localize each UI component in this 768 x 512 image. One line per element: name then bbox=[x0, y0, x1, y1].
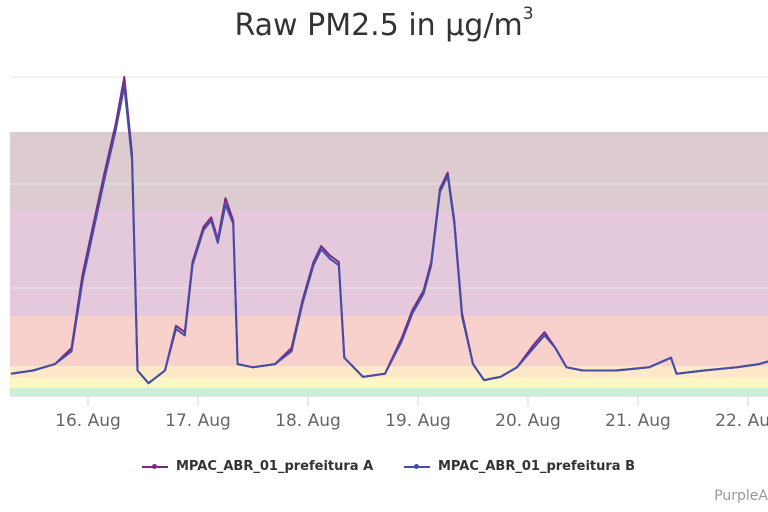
legend-label-b: MPAC_ABR_01_prefeitura B bbox=[438, 459, 635, 474]
x-axis: 16. Aug 17. Aug 18. Aug 19. Aug 20. Aug 21. A… bbox=[10, 395, 768, 431]
x-tick-label-1: 17. Aug bbox=[165, 411, 231, 431]
series-line-1[interactable] bbox=[10, 85, 768, 385]
x-tick-label-6: 22. Aug bbox=[715, 411, 768, 431]
legend: MPAC_ABR_01_prefeitura A MPAC_ABR_01_pre… bbox=[0, 459, 768, 479]
x-tick-label-5: 21. Aug bbox=[605, 411, 671, 431]
aqi-band-4 bbox=[10, 210, 768, 316]
chart-title-superscript: 3 bbox=[522, 4, 534, 24]
chart-title-text: Raw PM2.5 in μg/m bbox=[234, 8, 523, 43]
legend-label-a: MPAC_ABR_01_prefeitura A bbox=[176, 459, 374, 474]
aqi-band-5 bbox=[10, 132, 768, 210]
legend-swatch-b-icon bbox=[404, 463, 430, 469]
x-tick-label-0: 16. Aug bbox=[55, 411, 121, 431]
x-tick-label-2: 18. Aug bbox=[275, 411, 341, 431]
x-tick-label-3: 19. Aug bbox=[385, 411, 451, 431]
series-lines bbox=[10, 76, 768, 385]
aqi-band-0 bbox=[10, 388, 768, 396]
aqi-band-3 bbox=[10, 316, 768, 366]
x-tick-label-4: 20. Aug bbox=[495, 411, 561, 431]
aqi-band-1 bbox=[10, 378, 768, 388]
legend-swatch-a-icon bbox=[142, 463, 168, 469]
chart-title: Raw PM2.5 in μg/m3 bbox=[0, 4, 768, 43]
aqi-bands bbox=[10, 132, 768, 396]
legend-item-series-a[interactable]: MPAC_ABR_01_prefeitura A bbox=[142, 459, 373, 474]
credits-link[interactable]: PurpleA bbox=[714, 488, 768, 504]
legend-item-series-b[interactable]: MPAC_ABR_01_prefeitura B bbox=[404, 459, 635, 474]
chart-plot: 16. Aug 17. Aug 18. Aug 19. Aug 20. Aug 21. A… bbox=[10, 76, 768, 431]
